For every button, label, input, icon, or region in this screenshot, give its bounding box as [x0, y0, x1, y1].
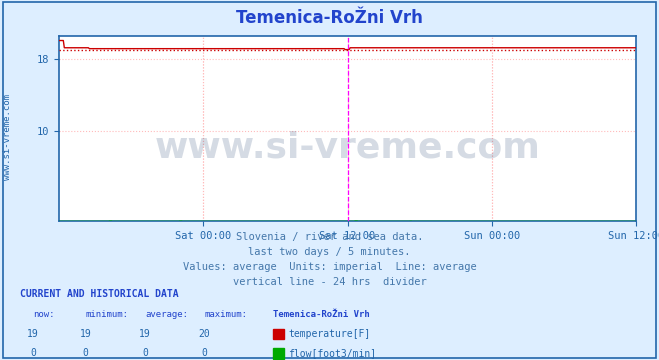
Text: 19: 19	[139, 329, 151, 339]
Text: www.si-vreme.com: www.si-vreme.com	[155, 130, 540, 164]
Text: maximum:: maximum:	[204, 310, 247, 319]
Text: now:: now:	[33, 310, 55, 319]
Text: temperature[F]: temperature[F]	[288, 329, 370, 339]
Text: average:: average:	[145, 310, 188, 319]
Text: flow[foot3/min]: flow[foot3/min]	[288, 348, 376, 359]
Text: www.si-vreme.com: www.si-vreme.com	[3, 94, 13, 180]
Text: Temenica-RoŽni Vrh: Temenica-RoŽni Vrh	[236, 9, 423, 27]
Text: Temenica-RoŽni Vrh: Temenica-RoŽni Vrh	[273, 310, 370, 319]
Text: 19: 19	[27, 329, 39, 339]
Text: minimum:: minimum:	[86, 310, 129, 319]
Text: 0: 0	[30, 348, 36, 359]
Text: 0: 0	[202, 348, 207, 359]
Text: 20: 20	[198, 329, 210, 339]
Text: Slovenia / river and sea data.
last two days / 5 minutes.
Values: average  Units: Slovenia / river and sea data. last two …	[183, 232, 476, 287]
Text: CURRENT AND HISTORICAL DATA: CURRENT AND HISTORICAL DATA	[20, 289, 179, 299]
Text: 0: 0	[142, 348, 148, 359]
Text: 0: 0	[83, 348, 88, 359]
Text: 19: 19	[80, 329, 92, 339]
